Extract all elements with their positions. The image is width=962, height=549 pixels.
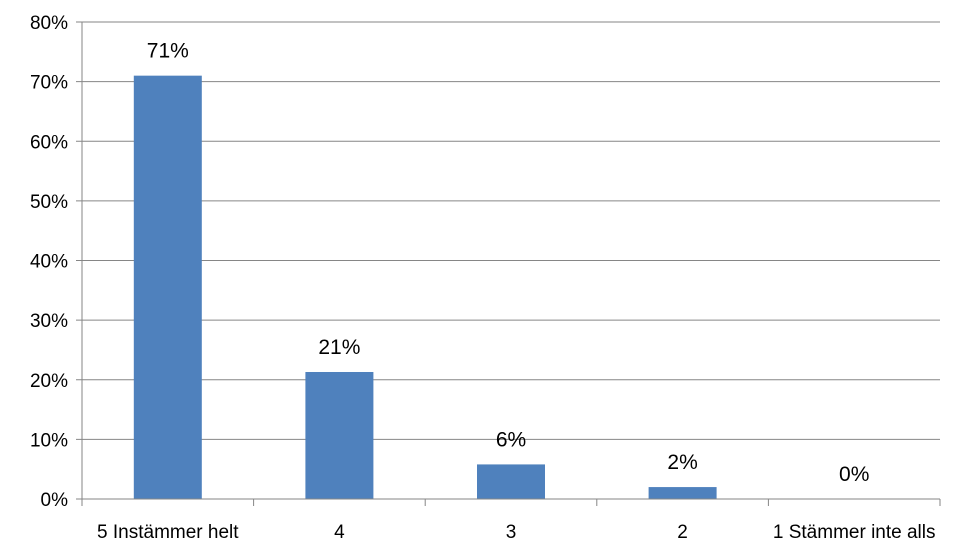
bars [133,75,717,499]
axes [76,21,941,506]
bar [648,487,717,499]
y-tick-label: 40% [30,252,68,273]
data-labels: 71% 21% 6% 2% 0% [147,40,870,486]
y-tick-label: 50% [30,192,68,213]
x-category-label: 5 Instämmer helt [97,522,239,543]
data-label: 0% [839,463,869,486]
y-tick-label: 30% [30,311,68,332]
bar [477,464,545,499]
y-tick-label: 20% [30,371,68,392]
y-tick-label: 0% [41,490,69,511]
y-tick-label: 80% [30,13,68,34]
bar [305,371,374,499]
y-tick-labels: 0% 10% 20% 30% 40% 50% 60% 70% 80% [30,13,68,511]
x-category-label: 1 Stämmer inte alls [773,522,936,543]
y-tick-label: 60% [30,132,68,153]
y-tick-label: 70% [30,73,68,94]
data-label: 21% [318,336,360,359]
x-category-label: 4 [334,522,345,543]
y-tick-label: 10% [30,430,68,451]
x-category-label: 3 [506,522,517,543]
x-category-labels: 5 Instämmer helt 4 3 2 1 Stämmer inte alls [97,522,935,543]
data-label: 2% [667,451,697,474]
data-label: 71% [147,40,189,63]
bar [133,75,202,499]
x-category-label: 2 [677,522,688,543]
gridlines [82,21,940,440]
data-label: 6% [496,428,526,451]
